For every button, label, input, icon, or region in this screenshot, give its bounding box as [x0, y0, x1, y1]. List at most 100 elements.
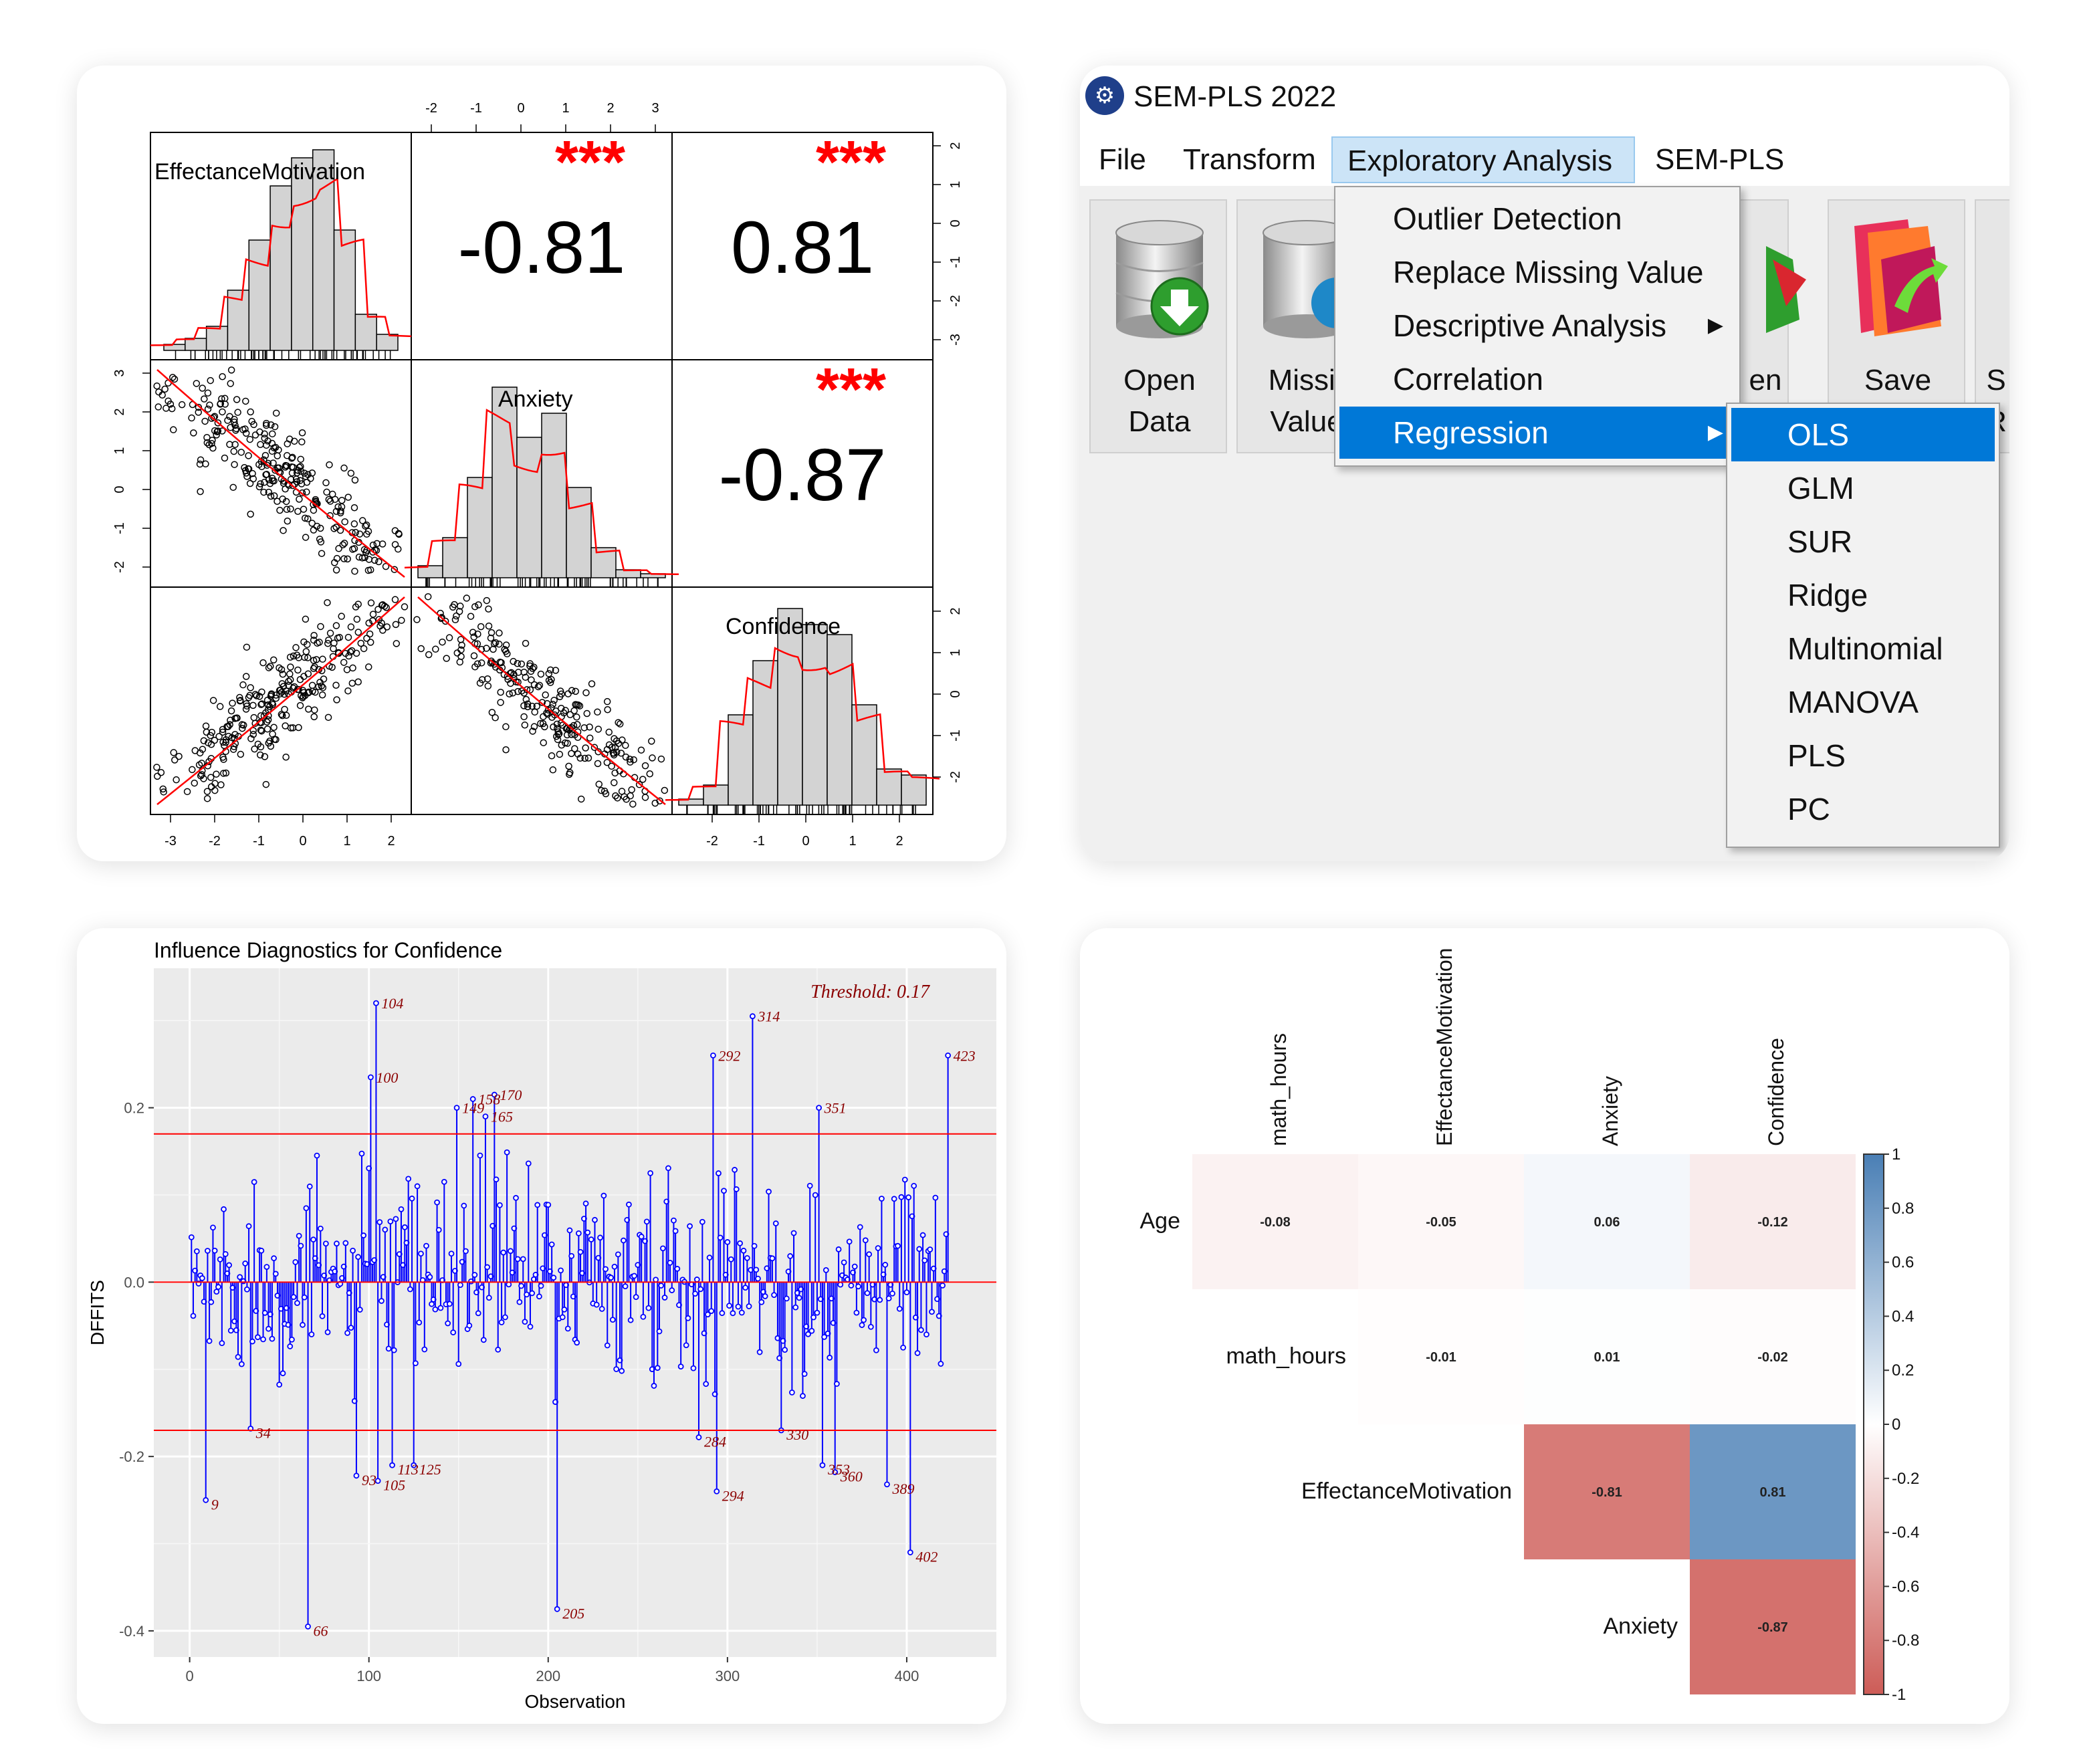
scatter-point: [276, 690, 284, 698]
submenu-multinomial[interactable]: Multinomial: [1787, 631, 1943, 666]
scatter-point: [226, 441, 233, 448]
scatter-point: [356, 530, 364, 538]
scatter-point: [310, 506, 318, 514]
dffits-point: [600, 1192, 607, 1199]
dffits-point: [577, 1248, 584, 1255]
scatter-point: [338, 497, 346, 504]
scatter-point: [496, 629, 503, 637]
menu-sem-pls[interactable]: SEM-PLS: [1655, 143, 1785, 176]
heatmap-cell-value: 0.06: [1594, 1215, 1620, 1230]
scatter-point: [574, 701, 582, 709]
scatter-point: [278, 711, 286, 718]
scatter-point: [344, 687, 352, 695]
dffits-point: [588, 1236, 594, 1242]
menu-regression[interactable]: Regression ▶: [1339, 407, 1735, 459]
scatter-point: [580, 724, 588, 732]
dffits-point: [203, 1497, 209, 1503]
colorbar-tick-label: -0.4: [1892, 1524, 1919, 1542]
menu-replace-missing-value[interactable]: Replace Missing Value: [1339, 246, 1735, 298]
scatter-point: [284, 517, 292, 525]
dffits-point: [728, 1256, 734, 1262]
submenu-ols[interactable]: OLS: [1731, 408, 1995, 461]
dffits-point: [724, 1239, 731, 1245]
scatter-point: [622, 753, 630, 761]
point-label: 165: [491, 1109, 513, 1125]
histogram-bar: [227, 290, 250, 351]
dffits-point: [305, 1623, 311, 1630]
scatter-point: [552, 667, 560, 674]
scatter-point: [216, 703, 224, 710]
scatter-point: [175, 752, 183, 760]
dffits-point: [206, 1337, 213, 1344]
scatter-point: [274, 452, 282, 459]
submenu-pls[interactable]: PLS: [1787, 738, 1846, 773]
scatter-point: [346, 648, 354, 656]
scatter-point: [259, 659, 267, 667]
submenu-sur[interactable]: SUR: [1787, 524, 1853, 559]
scatter-point: [208, 728, 216, 736]
scatter-point: [627, 758, 634, 766]
scatter-point: [202, 460, 209, 468]
submenu-glm[interactable]: GLM: [1787, 471, 1854, 506]
scatter-point: [310, 665, 318, 673]
scatter-point: [502, 746, 510, 754]
scatter-point: [358, 517, 366, 524]
colorbar-tick-label: -1: [1892, 1686, 1906, 1704]
dffits-point: [566, 1227, 573, 1234]
submenu-manova[interactable]: MANOVA: [1787, 685, 1919, 720]
point-label: 170: [500, 1087, 522, 1103]
dffits-point: [469, 1096, 476, 1102]
scatter-point: [649, 754, 656, 762]
histogram-bar: [516, 437, 542, 578]
scatter-point: [221, 454, 229, 462]
dffits-point: [721, 1188, 727, 1194]
scatter-point: [335, 545, 342, 552]
scatter-point: [214, 419, 222, 427]
scatter-point: [313, 522, 321, 530]
dffits-point: [879, 1196, 885, 1202]
scatter-point: [529, 665, 536, 673]
menu-correlation[interactable]: Correlation: [1339, 353, 1735, 405]
dffits-point: [891, 1196, 897, 1202]
dffits-point: [471, 1272, 478, 1278]
menu-exploratory-analysis[interactable]: Exploratory Analysis: [1331, 136, 1635, 183]
menu-transform[interactable]: Transform: [1183, 143, 1316, 176]
dffits-point: [750, 1013, 756, 1020]
scatter-point: [510, 657, 517, 665]
pairs-cell: [671, 586, 934, 815]
bottom-axis-label: 2: [895, 834, 903, 849]
scatter-point: [548, 752, 556, 760]
dffits-point: [582, 1200, 589, 1207]
submenu-ridge[interactable]: Ridge: [1787, 578, 1868, 613]
dffits-point: [735, 1303, 742, 1310]
scatter-point: [257, 727, 265, 735]
scatter-point: [300, 638, 308, 646]
dffits-point: [244, 1286, 250, 1293]
bottom-axis-label: -3: [165, 834, 177, 849]
open-data-label: Open Data: [1123, 364, 1196, 438]
scatter-point: [485, 605, 492, 613]
dffits-point: [706, 1254, 713, 1261]
database-download-icon: [1115, 220, 1209, 338]
dffits-point: [903, 1289, 910, 1296]
dffits-point: [416, 1319, 423, 1326]
scatter-point: [615, 719, 622, 726]
scatter-point: [268, 447, 276, 455]
app-title: SEM-PLS 2022: [1133, 80, 1337, 113]
submenu-pc[interactable]: PC: [1787, 792, 1830, 826]
dffits-point: [900, 1344, 906, 1351]
dffits-point: [389, 1462, 395, 1468]
open-label: en: [1749, 364, 1782, 397]
dffits-point: [901, 1176, 908, 1183]
dffits-point: [620, 1237, 627, 1244]
scatter-point: [292, 475, 300, 483]
menu-descriptive-analysis[interactable]: Descriptive Analysis ▶: [1339, 300, 1735, 352]
menu-file[interactable]: File: [1099, 143, 1146, 176]
bottom-axis-label: 1: [343, 834, 350, 849]
scatter-point: [303, 479, 311, 486]
scatter-point: [340, 659, 348, 666]
menu-outlier-detection[interactable]: Outlier Detection: [1339, 193, 1735, 245]
scatter-point: [530, 681, 538, 689]
sem-pls-window-card: ⚙ SEM-PLS 2022 File Transform Explorator…: [1080, 66, 2009, 861]
open-data-button[interactable]: Open Data: [1089, 199, 1227, 453]
